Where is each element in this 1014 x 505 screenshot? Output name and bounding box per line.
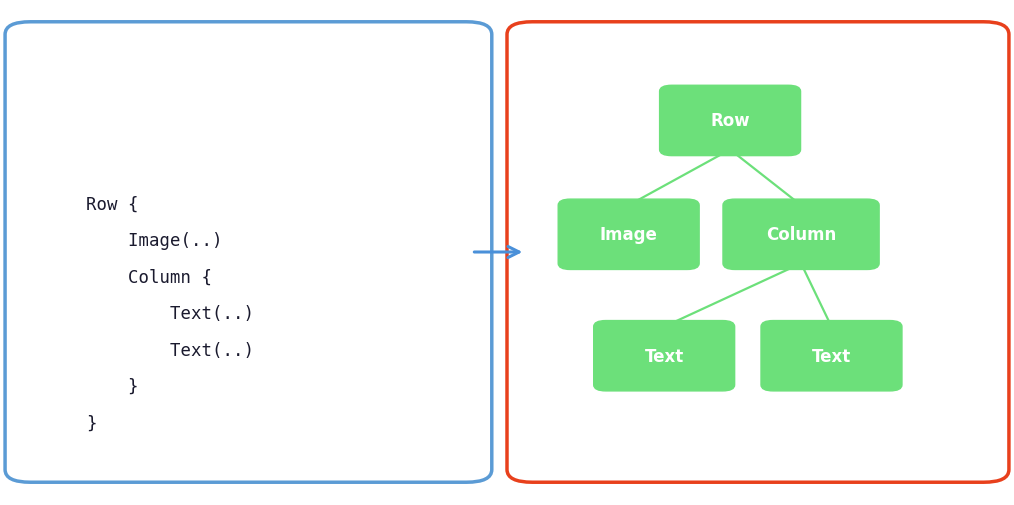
Text: }: } xyxy=(86,377,139,395)
Text: Column {: Column { xyxy=(86,268,212,286)
FancyBboxPatch shape xyxy=(558,199,700,270)
FancyBboxPatch shape xyxy=(723,199,879,270)
Text: Text: Text xyxy=(645,347,683,365)
FancyBboxPatch shape xyxy=(659,86,801,157)
Text: Image(..): Image(..) xyxy=(86,232,223,250)
FancyBboxPatch shape xyxy=(594,321,734,391)
Text: Text: Text xyxy=(812,347,851,365)
Text: Column: Column xyxy=(766,226,837,244)
FancyBboxPatch shape xyxy=(760,321,902,391)
Text: }: } xyxy=(86,414,96,432)
Text: Image: Image xyxy=(599,226,658,244)
Text: Row: Row xyxy=(710,112,750,130)
Text: Text(..): Text(..) xyxy=(86,341,255,359)
FancyBboxPatch shape xyxy=(5,23,492,482)
FancyBboxPatch shape xyxy=(507,23,1009,482)
Text: Row {: Row { xyxy=(86,195,139,214)
Text: Text(..): Text(..) xyxy=(86,305,255,323)
